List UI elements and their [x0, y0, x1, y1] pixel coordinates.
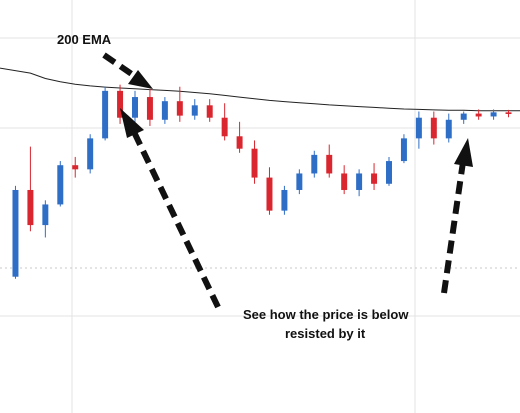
candle	[191, 99, 198, 120]
candle-body-up	[311, 154, 318, 174]
annotations: 200 EMA See how the price is below resis…	[57, 32, 473, 341]
left-arrow-shaft	[131, 130, 221, 309]
candle	[490, 109, 497, 120]
candle-body-up	[281, 189, 288, 211]
candle	[415, 111, 422, 149]
ema-arrow	[102, 52, 153, 89]
candle	[326, 144, 333, 178]
candle-body-up	[460, 113, 467, 120]
candle-body-up	[12, 189, 19, 277]
candle	[221, 103, 228, 141]
annotation-line-1: See how the price is below	[243, 307, 409, 322]
candle-body-down	[176, 101, 183, 116]
candle	[296, 169, 303, 195]
candle-body-up	[415, 117, 422, 139]
candle-body-down	[221, 117, 228, 137]
right-resistance-arrow	[441, 138, 473, 294]
candle	[400, 134, 407, 164]
candle	[206, 99, 213, 122]
candle-body-down	[206, 105, 213, 118]
candle	[341, 165, 348, 195]
candle	[251, 140, 258, 184]
candle	[42, 200, 49, 238]
candle-body-up	[490, 112, 497, 117]
candle-body-down	[72, 165, 79, 170]
candle	[57, 161, 64, 207]
candle-body-up	[191, 105, 198, 116]
candle-body-up	[356, 173, 363, 190]
candle	[460, 111, 467, 124]
candle-body-up	[132, 97, 138, 118]
candle-body-up	[400, 138, 407, 162]
candle	[72, 156, 79, 178]
left-resistance-arrow	[120, 108, 221, 309]
candle	[311, 150, 318, 178]
candle	[12, 185, 19, 279]
candle-body-up	[87, 138, 94, 170]
annotation-line-2: resisted by it	[285, 326, 366, 341]
candle-body-up	[386, 161, 392, 184]
candle	[430, 111, 437, 145]
candle-body-up	[102, 90, 109, 139]
candle	[386, 156, 392, 186]
candle	[117, 84, 124, 124]
candlesticks	[12, 84, 512, 279]
candle-body-up	[296, 173, 303, 190]
candle	[445, 113, 452, 143]
candle	[161, 97, 168, 124]
candle	[27, 146, 34, 232]
candle	[146, 88, 153, 126]
ema-200-line	[0, 67, 520, 112]
candle-body-down	[146, 97, 153, 120]
candle	[266, 167, 273, 215]
candle	[87, 134, 94, 174]
candle	[236, 121, 243, 153]
left-arrow-head	[120, 108, 144, 138]
candle	[475, 109, 482, 120]
candle	[505, 109, 512, 118]
candle-body-down	[326, 154, 333, 174]
candle-body-up	[57, 165, 64, 205]
candle	[102, 86, 109, 141]
ema-annotation-label: 200 EMA	[57, 32, 112, 47]
candle-body-down	[430, 117, 437, 139]
candle	[281, 185, 288, 215]
ema-arrow-shaft	[102, 52, 138, 80]
candle-body-up	[42, 204, 49, 226]
right-arrow-head	[454, 138, 473, 167]
candle	[371, 163, 378, 190]
candle-body-up	[161, 101, 168, 120]
candle-body-down	[251, 148, 258, 178]
candle-body-down	[266, 177, 273, 211]
candle-body-down	[341, 173, 348, 190]
candle-body-down	[117, 90, 124, 118]
candle-body-down	[371, 173, 378, 184]
candle-body-down	[475, 113, 482, 117]
candle-body-down	[505, 112, 512, 114]
candle-body-up	[445, 119, 452, 139]
candle-body-down	[27, 189, 34, 226]
right-arrow-shaft	[441, 161, 466, 294]
candle-body-down	[236, 136, 243, 149]
candle	[176, 86, 183, 122]
candle	[356, 169, 363, 197]
ema-arrow-head	[128, 70, 153, 89]
